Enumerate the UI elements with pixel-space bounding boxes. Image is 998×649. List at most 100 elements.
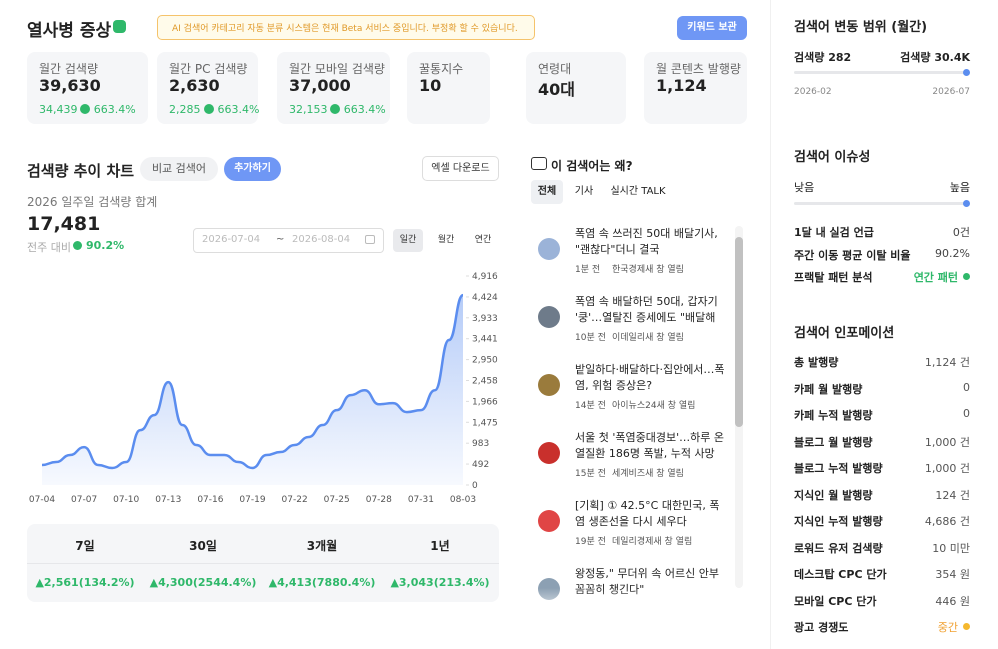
info-row-label: 카페 월 발행량: [794, 382, 863, 396]
keyword-icon: [113, 20, 126, 33]
info-row-value: 중간: [937, 621, 958, 634]
compare-value: 90.2%: [86, 239, 125, 252]
x-tick-label: 07-28: [366, 495, 392, 505]
news-title[interactable]: [기획] ① 42.5°C 대한민국, 폭염 생존선을 다시 세우다: [575, 499, 720, 528]
period-button[interactable]: 월간: [437, 235, 455, 245]
stat-label: 연령대: [538, 62, 572, 76]
x-tick-label: 07-22: [282, 495, 308, 505]
info-row-label: 블로그 월 발행량: [794, 435, 873, 449]
date-to[interactable]: 2026-08-04: [292, 234, 351, 245]
stat-label: 월간 검색량: [39, 62, 99, 76]
news-source[interactable]: 세계비즈새 창 열림: [612, 469, 684, 479]
stat-value: 1,124: [656, 76, 707, 95]
compare-label: 전주 대비: [27, 241, 71, 254]
summary-header: 7일: [75, 539, 95, 553]
news-source[interactable]: 데일리경제새 창 열림: [612, 537, 693, 547]
issue-row-value: 0건: [952, 226, 970, 239]
info-row-label: 지식인 월 발행량: [794, 488, 873, 502]
news-title[interactable]: 폭염 속 배달하던 50대, 갑자기 '쿵'…열탈진 증세에도 "배달해야": [575, 295, 718, 324]
y-tick-label: 1,966: [472, 397, 498, 407]
summary-value: ▲2,561(134.2%): [35, 576, 135, 589]
info-row-value: 0: [963, 380, 970, 394]
issue-title: 검색어 이슈성: [794, 150, 871, 165]
news-fade: [520, 588, 750, 618]
calendar-icon: [365, 235, 375, 244]
notice-text: AI 검색어 카테고리 자동 분류 시스템은 현재 Beta 서비스 중입니다.…: [172, 24, 518, 34]
period-button[interactable]: 일간: [393, 229, 423, 252]
news-title[interactable]: 밭일하다·배달하다·집안에서…폭염, 위험 증상은?: [575, 363, 725, 392]
x-tick-label: 07-07: [71, 495, 97, 505]
trend-subtitle: 2026 일주일 검색량 합계: [27, 195, 158, 209]
x-tick-label: 07-25: [324, 495, 350, 505]
period-button[interactable]: 연간: [474, 235, 492, 245]
news-source[interactable]: 아이뉴스24새 창 열림: [612, 401, 696, 411]
page-title: 열사병 증상: [27, 21, 112, 41]
save-keyword-button[interactable]: 키워드 보관: [677, 16, 747, 40]
up-icon: [329, 104, 340, 114]
summary-header: 1년: [430, 539, 450, 553]
y-tick-label: 2,950: [472, 356, 498, 366]
issue-high: 높음: [949, 181, 970, 194]
x-tick-label: 07-16: [197, 495, 223, 505]
info-row-value: 1,124 건: [924, 356, 970, 369]
why-icon: [531, 157, 547, 170]
date-from[interactable]: 2026-07-04: [202, 234, 261, 245]
line-area: [42, 295, 463, 485]
info-row-value: 124 건: [935, 488, 970, 502]
summary-header: 30일: [189, 539, 217, 553]
info-row-label: 모바일 CPC 단가: [794, 594, 877, 608]
news-time: 14분 전: [575, 401, 606, 411]
news-title[interactable]: 서울 첫 '폭염중대경보'…하루 온열질환 186명 폭발, 누적 사망 19명: [575, 431, 724, 460]
news-thumbnail: [538, 306, 560, 328]
y-tick-label: 1,475: [472, 418, 498, 428]
stat-value: 10: [419, 76, 442, 95]
news-tab[interactable]: 전체: [531, 180, 563, 204]
why-title: 이 검색어는 왜?: [551, 159, 633, 173]
range-title: 검색어 변동 범위 (월간): [794, 20, 928, 35]
news-title[interactable]: 폭염 속 쓰러진 50대 배달기사, "괜찮다"더니 결국: [575, 227, 718, 256]
y-tick-label: 3,933: [472, 314, 498, 324]
news-thumbnail: [538, 510, 560, 532]
excel-button[interactable]: 엑셀 다운로드: [422, 156, 499, 181]
y-tick-label: 983: [472, 439, 489, 449]
info-row-value: 0: [963, 407, 970, 420]
news-thumbnail: [538, 238, 560, 260]
scrollbar-thumb[interactable]: [735, 237, 743, 427]
stat-card: [407, 52, 490, 124]
info-row-label: 로워드 유저 검색량: [794, 541, 883, 555]
news-tab[interactable]: 실시간 TALK: [610, 186, 666, 197]
info-row-label: 데스크탑 CPC 단가: [794, 568, 887, 581]
pattern-dot: [963, 273, 970, 280]
trend-title: 검색량 추이 차트: [27, 162, 135, 180]
up-icon: [73, 241, 82, 250]
compare-button[interactable]: 비교 검색어: [140, 157, 218, 181]
issue-knob: [963, 200, 970, 207]
y-tick-label: 0: [472, 481, 478, 491]
stat-change: 663.4%: [343, 103, 386, 116]
up-icon: [79, 104, 90, 114]
range-min: 검색량 282: [794, 51, 852, 64]
news-source[interactable]: 한국경제새 창 열림: [612, 265, 684, 275]
stat-value: 40대: [538, 80, 575, 99]
stat-change: 663.4%: [93, 103, 136, 116]
stat-value: 39,630: [39, 76, 101, 95]
stat-value: 37,000: [289, 76, 351, 95]
range-start: 2026-02: [794, 87, 832, 97]
competition-dot: [963, 623, 970, 630]
notice-box: [157, 15, 535, 40]
up-icon: [203, 104, 214, 114]
stat-label: 꿀통지수: [419, 62, 464, 76]
news-tab[interactable]: 기사: [574, 186, 594, 197]
stat-value: 2,630: [169, 76, 220, 95]
issue-row-value: 90.2%: [935, 246, 970, 260]
news-source[interactable]: 이데일리새 창 열림: [612, 333, 684, 343]
trend-total: 17,481: [27, 213, 101, 235]
date-separator: ~: [276, 234, 285, 245]
add-button[interactable]: 추가하기: [224, 157, 281, 181]
summary-header: 3개월: [306, 539, 338, 553]
issue-low: 낮음: [794, 181, 815, 194]
issue-track: [794, 202, 968, 205]
range-max: 검색량 30.4K: [900, 51, 970, 64]
news-time: 19분 전: [575, 537, 606, 547]
